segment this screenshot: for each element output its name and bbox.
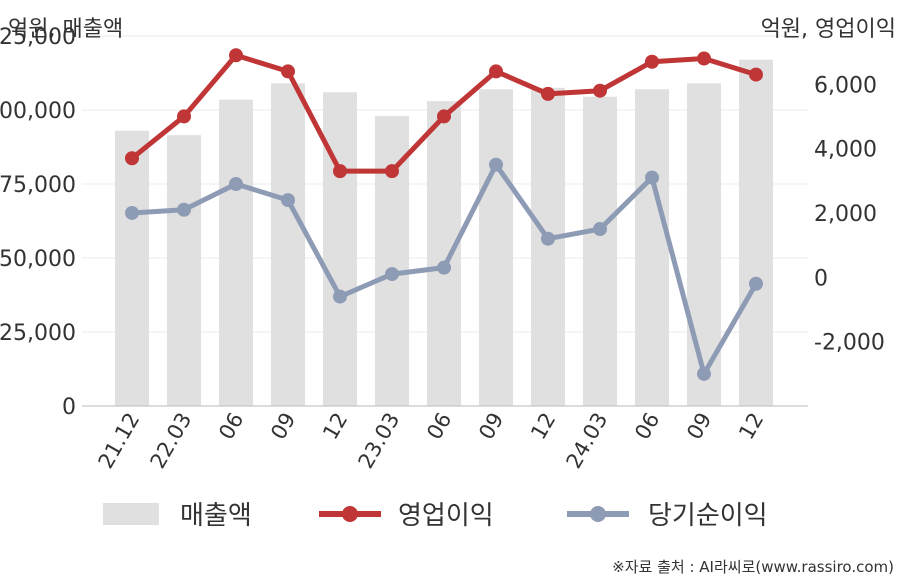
point-net-income bbox=[333, 289, 347, 304]
bar-revenue bbox=[271, 83, 305, 407]
point-net-income bbox=[489, 157, 503, 172]
right-tick-label: 2,000 bbox=[814, 202, 877, 227]
point-net-income bbox=[593, 222, 607, 237]
point-operating-profit bbox=[437, 109, 451, 124]
bar-revenue bbox=[115, 130, 149, 406]
bar-revenue bbox=[323, 92, 357, 407]
left-axis-unit-label: 억원, 매출액 bbox=[8, 17, 123, 42]
point-net-income bbox=[281, 193, 295, 208]
line-series bbox=[125, 48, 763, 381]
point-net-income bbox=[541, 231, 555, 246]
point-operating-profit bbox=[697, 51, 711, 66]
source-credit: ※자료 출처 : AI라씨로(www.rassiro.com) bbox=[612, 558, 894, 576]
bar-revenue bbox=[219, 99, 253, 406]
point-operating-profit bbox=[125, 151, 139, 166]
left-tick-label: 100,000 bbox=[0, 99, 76, 124]
point-operating-profit bbox=[385, 164, 399, 179]
point-operating-profit bbox=[593, 83, 607, 98]
right-tick-label: 4,000 bbox=[814, 138, 877, 163]
point-operating-profit bbox=[749, 67, 763, 82]
legend-swatch-revenue bbox=[103, 503, 159, 525]
left-axis-ticks: 0 25,000 50,000 75,000 100,000 125,000 bbox=[0, 25, 76, 420]
left-tick-label: 50,000 bbox=[0, 247, 76, 272]
point-net-income bbox=[125, 205, 139, 220]
bar-revenue bbox=[427, 101, 461, 407]
point-net-income bbox=[749, 276, 763, 291]
bar-revenue bbox=[167, 135, 201, 406]
point-net-income bbox=[645, 170, 659, 185]
left-tick-label: 125,000 bbox=[0, 25, 76, 50]
point-net-income bbox=[385, 267, 399, 282]
legend: 매출액 영업이익 당기순이익 bbox=[103, 501, 768, 531]
point-operating-profit bbox=[229, 48, 243, 63]
right-tick-label: 6,000 bbox=[814, 73, 877, 98]
point-operating-profit bbox=[177, 109, 191, 124]
point-operating-profit bbox=[333, 164, 347, 179]
point-operating-profit bbox=[281, 64, 295, 79]
right-tick-label: 0 bbox=[814, 266, 828, 291]
bar-series-revenue bbox=[115, 59, 773, 407]
point-operating-profit bbox=[645, 54, 659, 69]
point-net-income bbox=[229, 177, 243, 191]
bar-revenue bbox=[739, 59, 773, 407]
bar-revenue bbox=[531, 87, 565, 407]
bar-revenue bbox=[583, 96, 617, 407]
point-operating-profit bbox=[489, 64, 503, 79]
legend-label-operating-profit: 영업이익 bbox=[398, 501, 494, 531]
right-axis-ticks: -2,000 0 2,000 4,000 6,000 bbox=[814, 73, 885, 355]
bar-revenue bbox=[479, 89, 513, 406]
point-net-income bbox=[437, 260, 451, 275]
point-net-income bbox=[697, 366, 711, 381]
right-axis-unit-label: 억원, 영업이익 bbox=[761, 17, 896, 42]
right-tick-label: -2,000 bbox=[814, 331, 885, 356]
left-tick-label: 75,000 bbox=[0, 173, 76, 198]
point-operating-profit bbox=[541, 86, 555, 101]
legend-label-net-income: 당기순이익 bbox=[648, 501, 768, 531]
legend-label-revenue: 매출액 bbox=[180, 501, 252, 531]
left-tick-label: 0 bbox=[62, 395, 76, 420]
left-tick-label: 25,000 bbox=[0, 321, 76, 346]
point-net-income bbox=[177, 202, 191, 217]
legend-marker-net-income bbox=[590, 506, 606, 522]
legend-marker-operating-profit bbox=[342, 506, 358, 522]
bar-revenue bbox=[635, 89, 669, 406]
